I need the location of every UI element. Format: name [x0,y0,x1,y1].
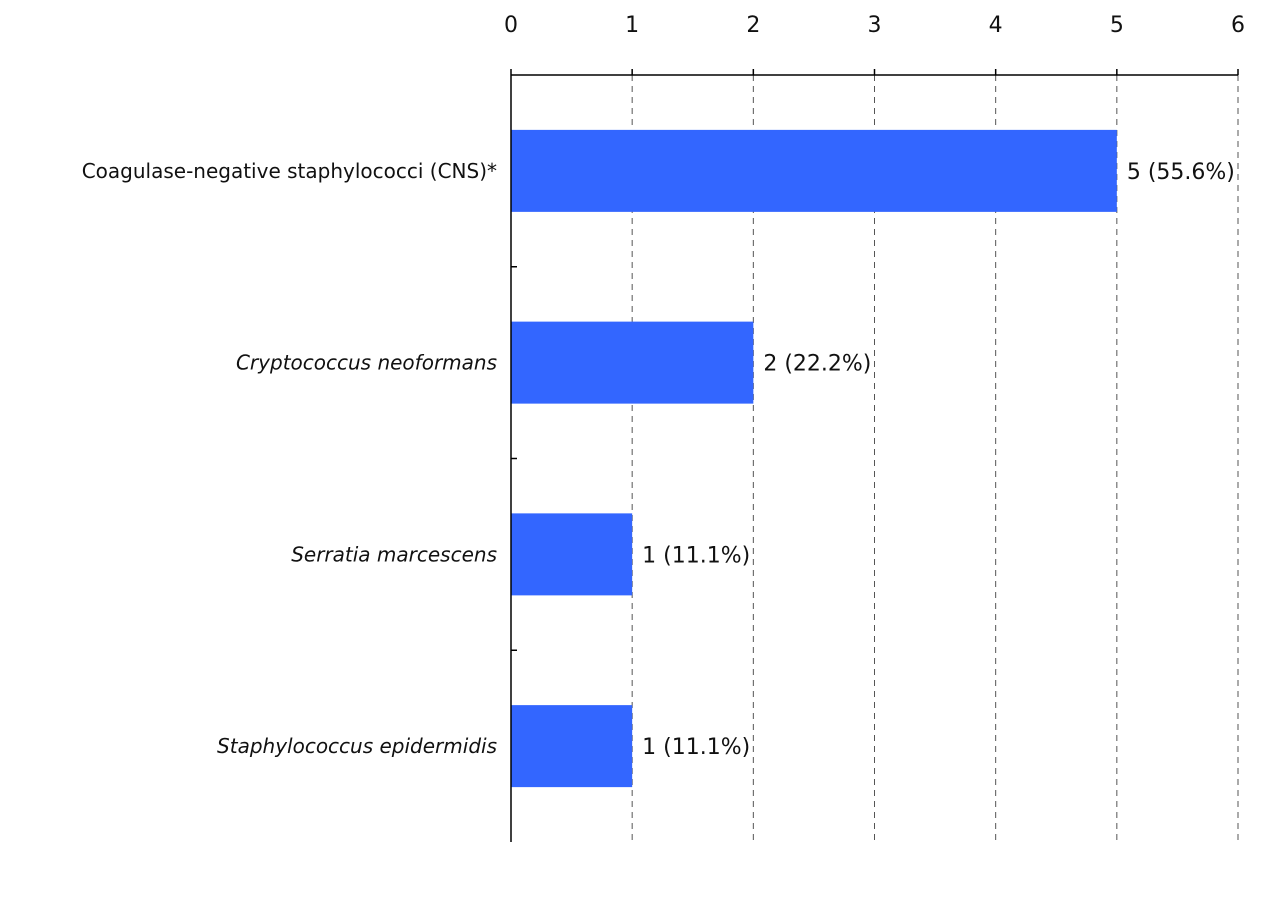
category-label: Serratia marcescens [291,542,497,566]
bar [511,513,633,596]
x-tick-label: 6 [1231,13,1245,38]
x-tick-label: 1 [625,13,639,38]
data-label: 2 (22.2%) [763,352,871,377]
axis-layer [510,69,1239,842]
x-tick-label: 2 [746,13,760,38]
category-label: Cryptococcus neoformans [236,351,497,375]
bar [511,129,1117,212]
bar [511,705,633,788]
data-label: 5 (55.6%) [1127,160,1235,185]
bar-layer [511,129,1117,788]
x-tick-label: 4 [989,13,1003,38]
data-label: 1 (11.1%) [642,543,750,568]
label-layer: 0 1 2 3 4 5 6 5 (55.6%) Coagulase-negative staph… [82,13,1245,760]
category-label: Staphylococcus epidermidis [217,734,497,758]
x-tick-label: 0 [504,13,518,38]
x-tick-label: 5 [1110,13,1124,38]
bar [511,321,754,404]
x-tick-label: 3 [868,13,882,38]
data-label: 1 (11.1%) [642,735,750,760]
category-label: Coagulase-negative staphylococci (CNS)* [82,159,497,183]
